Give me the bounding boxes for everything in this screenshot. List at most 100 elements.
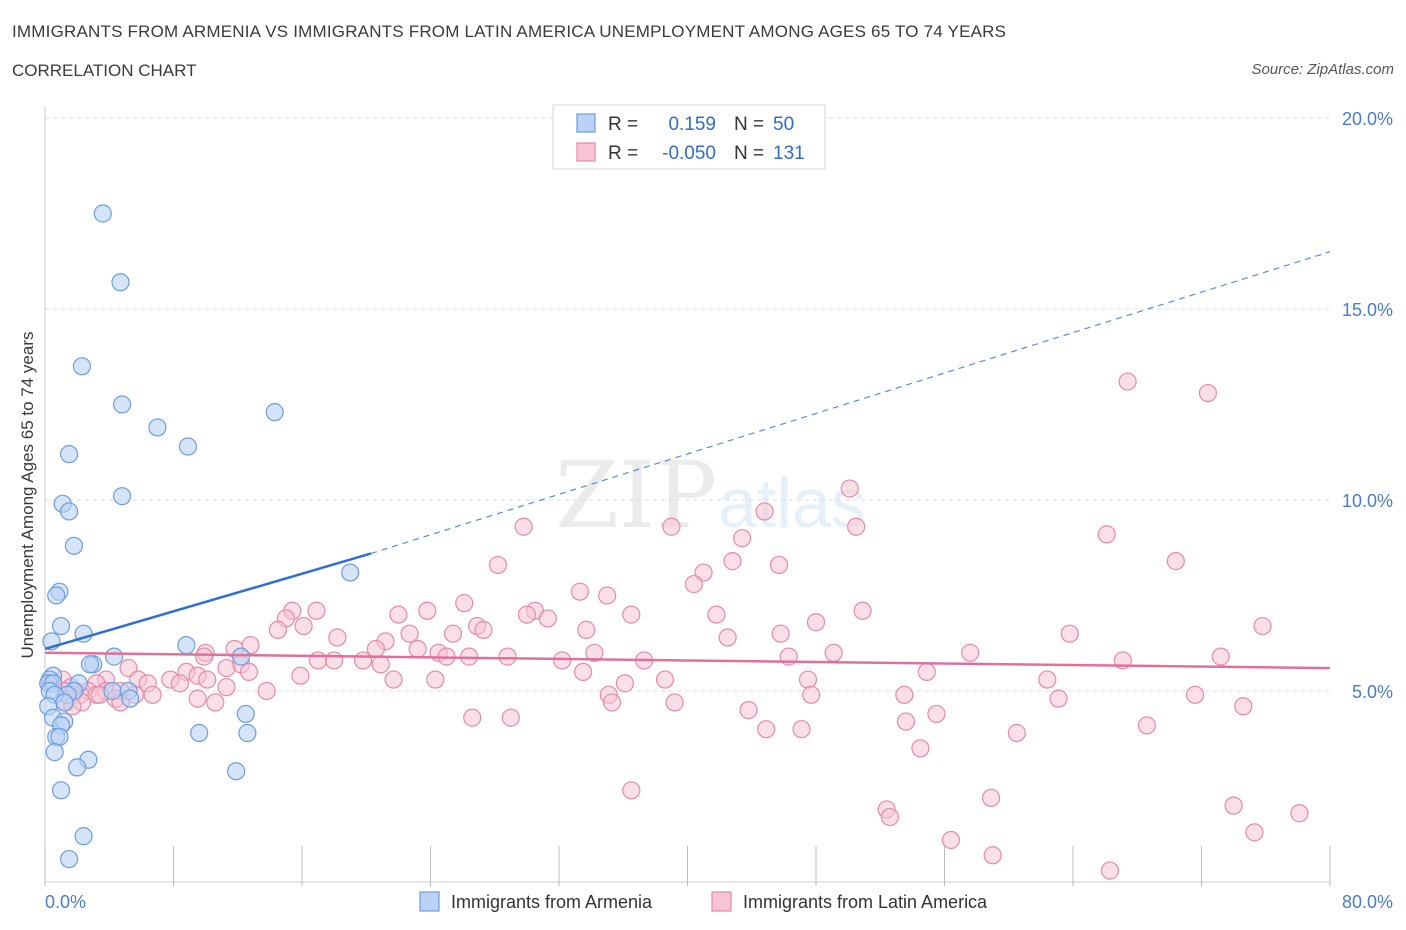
latin-america-point (501, 708, 520, 727)
latin-america-point (1137, 716, 1156, 735)
bottom-legend-swatch-armenia (419, 891, 440, 912)
latin-america-point (474, 620, 493, 639)
latin-america-point (824, 643, 843, 662)
latin-america-point (1234, 697, 1253, 716)
armenia-point (103, 681, 122, 701)
armenia-point (341, 563, 360, 582)
latin-america-point (1049, 689, 1068, 708)
latin-america-point (911, 739, 930, 758)
y-tick-label: 15.0% (1342, 300, 1393, 320)
legend-latin-n-label: N = (734, 143, 764, 164)
bottom-legend-latin: Immigrants from Latin America (743, 892, 988, 912)
latin-america-point (206, 693, 225, 712)
latin-america-point (895, 685, 914, 704)
legend-armenia-r-label: R = (608, 114, 638, 135)
armenia-point (51, 616, 71, 636)
latin-america-point (217, 658, 236, 678)
latin-america-point (941, 830, 961, 850)
latin-america-point (798, 670, 818, 689)
latin-america-point (718, 628, 737, 647)
latin-america-point (961, 643, 980, 662)
armenia-point (59, 445, 79, 464)
latin-america-point (622, 605, 641, 624)
latin-america-point (1118, 372, 1137, 391)
latin-america-point (1166, 552, 1185, 571)
legend-armenia-n-value: 50 (773, 114, 794, 135)
latin-america-point (353, 651, 373, 670)
armenia-point (121, 689, 140, 708)
latin-america-point (615, 674, 634, 693)
latin-america-point (408, 639, 427, 659)
latin-america-trend-line (44, 651, 1331, 670)
latin-america-point (170, 674, 190, 693)
latin-america-point (769, 555, 789, 575)
latin-america-point (602, 693, 622, 712)
chart-title: IMMIGRANTS FROM ARMENIA VS IMMIGRANTS FR… (12, 22, 1007, 41)
legend-swatch-latin (576, 142, 596, 162)
latin-america-point (294, 616, 313, 636)
armenia-points (39, 204, 360, 869)
latin-america-point (307, 601, 326, 620)
watermark: ZIP atlas (555, 442, 866, 549)
latin-america-point (384, 670, 403, 689)
armenia-point (231, 647, 251, 666)
armenia-point (55, 693, 74, 712)
latin-america-point (853, 601, 872, 620)
latin-america-point (665, 693, 684, 712)
latin-america-point (463, 708, 482, 727)
latin-america-point (733, 529, 752, 548)
armenia-point (111, 273, 130, 292)
latin-america-point (655, 670, 675, 689)
bottom-legend: Immigrants from Armenia Immigrants from … (419, 891, 988, 912)
armenia-point (50, 727, 69, 746)
armenia-point (104, 647, 124, 666)
chart-subtitle: CORRELATION CHART (12, 61, 197, 80)
latin-america-point (538, 609, 557, 628)
latin-america-point (291, 666, 310, 685)
armenia-point (68, 758, 87, 777)
latin-america-point (573, 662, 593, 682)
armenia-point (236, 704, 255, 724)
armenia-point (112, 395, 132, 414)
armenia-trend-line (44, 552, 372, 651)
armenia-point (80, 655, 100, 674)
latin-america-point (443, 624, 463, 643)
latin-america-point (188, 689, 207, 708)
latin-america-point (983, 846, 1002, 865)
latin-america-point (585, 643, 604, 662)
latin-america-point (498, 647, 517, 666)
latin-america-point (1245, 823, 1264, 842)
grid-lines (45, 117, 1330, 692)
y-tick-labels: 5.0% 10.0% 15.0% 20.0% (1342, 109, 1393, 702)
latin-america-point (1100, 861, 1120, 880)
latin-america-point (517, 605, 536, 624)
source-label: Source: ZipAtlas.com (1251, 61, 1394, 78)
bottom-legend-swatch-latin (711, 891, 732, 912)
latin-america-point (840, 479, 859, 498)
armenia-point (51, 781, 71, 800)
latin-america-point (917, 662, 936, 682)
armenia-point (45, 743, 64, 762)
y-tick-label: 20.0% (1342, 109, 1393, 129)
armenia-point (59, 849, 79, 869)
x-tick-labels: 0.0% 80.0% (45, 892, 1393, 912)
legend-swatch-armenia (576, 113, 596, 133)
latin-america-point (847, 517, 866, 536)
armenia-point (72, 357, 92, 376)
latin-america-point (1211, 647, 1230, 666)
armenia-point (93, 204, 112, 223)
legend-armenia-r-value: 0.159 (668, 114, 716, 135)
latin-america-point (755, 502, 774, 521)
latin-america-point (806, 613, 826, 632)
armenia-point (238, 723, 257, 743)
legend-frame (552, 104, 826, 170)
armenia-point (47, 586, 66, 605)
latin-america-point (194, 647, 214, 666)
latin-america-point (684, 574, 704, 594)
armenia-point (177, 636, 196, 655)
legend-box: R = 0.159 N = 50 R = -0.050 N = 131 (552, 104, 826, 170)
armenia-point (59, 502, 79, 521)
axes (44, 106, 1331, 886)
latin-america-point (143, 685, 162, 704)
watermark-atlas: atlas (718, 464, 866, 542)
